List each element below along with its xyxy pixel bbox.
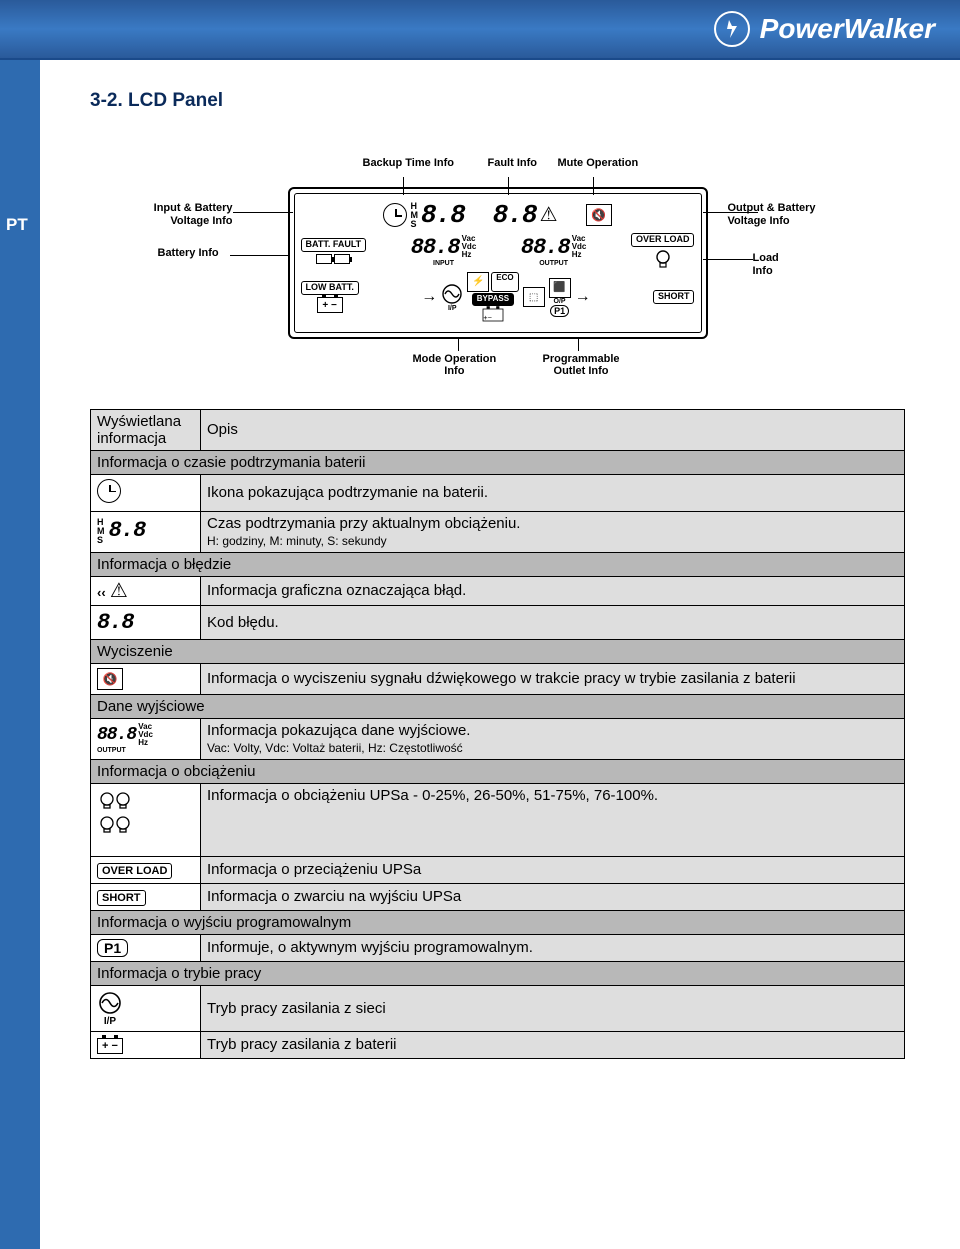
batt-fault-chip: BATT. FAULT xyxy=(301,238,367,252)
brand-logo: PowerWalker xyxy=(714,11,935,47)
output-digits: 88.8 xyxy=(521,235,570,260)
bulb-icon xyxy=(654,249,672,269)
lcd-diagram: Input & Battery Voltage Info Battery Inf… xyxy=(198,147,798,379)
section-header: Informacja o wyjściu programowalnym xyxy=(91,910,905,934)
label-input-battery: Input & Battery Voltage Info xyxy=(133,202,233,227)
output-units: Vac Vdc Hz xyxy=(572,235,587,259)
hms-label: H M S xyxy=(410,202,418,229)
inverter-icon: ⬚ xyxy=(523,287,545,307)
col-display: Wyświetlana informacja xyxy=(91,409,201,450)
brand-text: PowerWalker xyxy=(760,13,935,45)
row-icon: ‹‹ ⚠ xyxy=(91,576,201,605)
row-text: Informacja o zwarciu na wyjściu UPSa xyxy=(201,883,905,910)
row-icon xyxy=(91,783,201,856)
row-icon: SHORT xyxy=(91,883,201,910)
row-text: Informacja graficzna oznaczająca błąd. xyxy=(201,576,905,605)
label-battery-info: Battery Info xyxy=(158,247,219,260)
input-label: INPUT xyxy=(433,260,454,267)
main-content: 3-2. LCD Panel Input & Battery Voltage I… xyxy=(40,60,960,1249)
label-output-battery: Output & Battery Voltage Info xyxy=(728,202,838,227)
eco-chip: ECO xyxy=(491,272,518,292)
row-text: Tryb pracy zasilania z sieci xyxy=(201,985,905,1031)
language-badge: PT xyxy=(6,215,28,235)
backup-digits: 8.8 xyxy=(421,200,465,230)
label-load-info: Load Info xyxy=(753,252,798,277)
label-mute-op: Mute Operation xyxy=(558,157,639,170)
row-text: Kod błędu. xyxy=(201,605,905,639)
row-text: Czas podtrzymania przy aktualnym obciąże… xyxy=(201,511,905,552)
warning-icon: ⚠ xyxy=(540,205,558,225)
input-digits: 88.8 xyxy=(411,235,460,260)
row-text: Informacja o obciążeniu UPSa - 0-25%, 26… xyxy=(201,783,905,856)
row-icon: I/P xyxy=(91,985,201,1031)
fault-digits: 8.8 xyxy=(493,200,537,230)
info-table: Wyświetlana informacja Opis Informacja o… xyxy=(90,409,905,1059)
left-rail: PT xyxy=(0,60,40,1249)
top-banner: PowerWalker xyxy=(0,0,960,60)
logo-icon xyxy=(714,11,750,47)
row-icon: H M S 8.8 xyxy=(91,511,201,552)
label-fault-info: Fault Info xyxy=(488,157,538,170)
row-text: Ikona pokazująca podtrzymanie na baterii… xyxy=(201,474,905,511)
overload-chip: OVER LOAD xyxy=(631,233,695,247)
mute-icon: 🔇 xyxy=(586,204,612,226)
row-icon: 🔇 xyxy=(91,663,201,694)
p1-chip: P1 xyxy=(550,305,569,317)
input-units: Vac Vdc Hz xyxy=(462,235,477,259)
col-desc: Opis xyxy=(201,409,905,450)
row-text: Informacja o wyciszeniu sygnału dźwiękow… xyxy=(201,663,905,694)
row-icon xyxy=(91,474,201,511)
section-header: Dane wyjściowe xyxy=(91,694,905,718)
bypass-chip: BYPASS xyxy=(472,293,514,306)
row-text: Informuje, o aktywnym wyjściu programowa… xyxy=(201,934,905,961)
section-header: Informacja o trybie pracy xyxy=(91,961,905,985)
label-mode-op: Mode Operation Info xyxy=(413,353,497,378)
row-icon: 8.8 xyxy=(91,605,201,639)
row-text: Informacja o przeciążeniu UPSa xyxy=(201,856,905,883)
low-batt-chip: LOW BATT. xyxy=(301,281,359,295)
plug-icon: ⚡ xyxy=(467,272,489,292)
section-header: Informacja o błędzie xyxy=(91,552,905,576)
section-header: Informacja o obciążeniu xyxy=(91,759,905,783)
row-icon: + − xyxy=(91,1031,201,1058)
row-text: Tryb pracy zasilania z baterii xyxy=(201,1031,905,1058)
section-header: Wyciszenie xyxy=(91,639,905,663)
row-icon: OVER LOAD xyxy=(91,856,201,883)
output-label: OUTPUT xyxy=(539,260,568,267)
row-text: Informacja pokazująca dane wyjściowe. Va… xyxy=(201,718,905,759)
clock-icon xyxy=(383,203,407,227)
sine-icon xyxy=(441,283,463,305)
label-prog-outlet: Programmable Outlet Info xyxy=(543,353,620,378)
section-title: 3-2. LCD Panel xyxy=(90,90,905,112)
row-icon: P1 xyxy=(91,934,201,961)
table-header-row: Wyświetlana informacja Opis xyxy=(91,409,905,450)
label-backup-time: Backup Time Info xyxy=(363,157,454,170)
outlet-icon: ⬛ xyxy=(549,278,571,298)
section-header: Informacja o czasie podtrzymania baterii xyxy=(91,450,905,474)
short-chip: SHORT xyxy=(653,290,695,304)
row-icon: 88.8Vac Vdc Hz OUTPUT xyxy=(91,718,201,759)
